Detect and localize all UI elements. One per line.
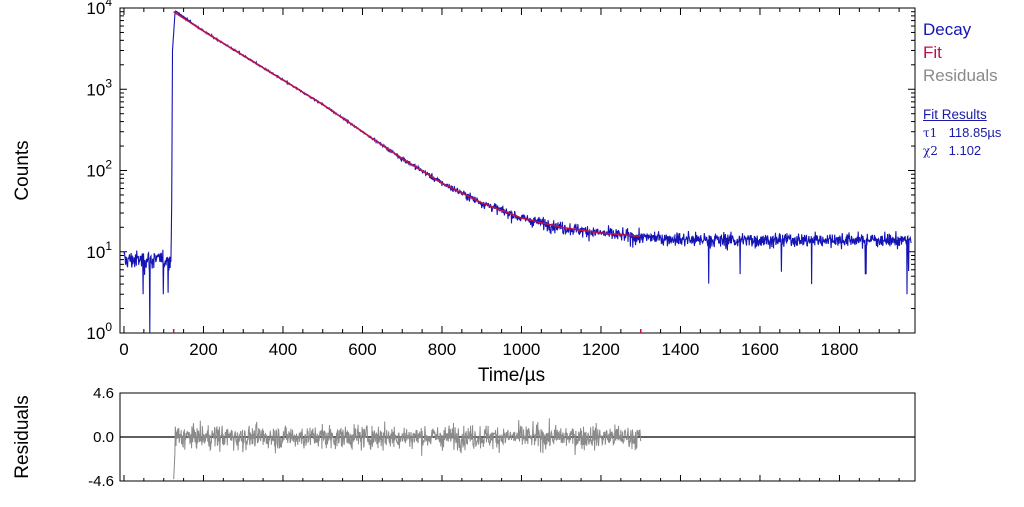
x-tick-label: 1400 [662,340,700,359]
residuals-series-line [173,418,642,480]
x-tick-label: 800 [428,340,456,359]
residual-y-tick-label: 4.6 [93,385,114,402]
x-tick-label: 1200 [582,340,620,359]
y-tick-label: 104 [86,0,112,18]
residual-y-tick-label: 0.0 [93,429,114,446]
legend-item-residuals: Residuals [923,66,998,85]
y-tick-label: 101 [86,239,112,262]
y-tick-label: 100 [86,320,112,343]
x-tick-label: 0 [119,340,128,359]
y-tick-label: 102 [86,158,112,181]
x-tick-label: 600 [348,340,376,359]
plot-frame [119,7,916,334]
legend: Decay Fit Residuals [923,18,1023,87]
residuals-axis-label: Residuals [12,395,33,478]
fit-result-chi2-symbol: χ2 [923,144,938,158]
fit-results-title: Fit Results [923,107,987,122]
fit-result-tau-value: 118.85µs [948,125,1002,140]
fit-results-panel: Fit Results τ1 118.85µs χ2 1.102 [923,106,1023,160]
residual-y-tick-label: -4.6 [88,473,114,490]
x-tick-label: 1600 [741,340,779,359]
y-axis-label: Counts [12,140,33,200]
residuals-plot: 4.6 0.0 -4.6 Residuals [12,385,916,490]
fit-result-chi2: χ2 1.102 [923,142,1023,160]
x-tick-label: 1000 [503,340,541,359]
legend-item-fit: Fit [923,43,942,62]
decay-series-line [123,9,912,334]
x-tick-label: 400 [269,340,297,359]
x-axis-label: Time/µs [478,365,545,386]
fit-result-tau-symbol: τ1 [923,126,938,140]
fit-result-tau: τ1 118.85µs [923,124,1023,142]
fit-series-line [173,11,640,237]
x-tick-label: 200 [189,340,217,359]
x-tick-label: 1800 [821,340,859,359]
legend-item-decay: Decay [923,20,972,39]
decay-plot: 100 101 102 103 104 0 200 400 600 800 1000 1200 1400… [12,0,916,386]
fit-result-chi2-value: 1.102 [948,143,982,158]
y-tick-label: 103 [86,76,112,99]
